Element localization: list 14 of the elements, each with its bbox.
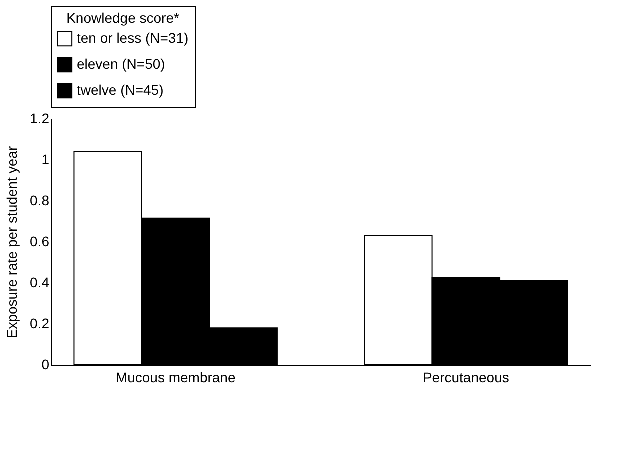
y-tick-label: 1 (42, 152, 50, 168)
legend-title: Knowledge score* (66, 10, 180, 26)
y-axis-title: Exposure rate per student year (4, 146, 20, 339)
legend-label: ten or less (N=31) (77, 30, 189, 46)
x-tick-label: Percutaneous (422, 370, 510, 386)
y-tick-label: 0.8 (30, 192, 50, 208)
legend-label: eleven (N=50) (77, 56, 166, 72)
x-tick-label: Mucous membrane (116, 370, 236, 386)
legend-label: twelve (N=45) (77, 82, 164, 98)
y-tick-label: 0.4 (30, 274, 50, 290)
y-tick-label: 0.2 (30, 316, 50, 332)
y-tick-label: 1.2 (30, 110, 50, 126)
y-tick-label: 0.6 (30, 234, 50, 250)
y-tick-label: 0 (42, 356, 50, 372)
